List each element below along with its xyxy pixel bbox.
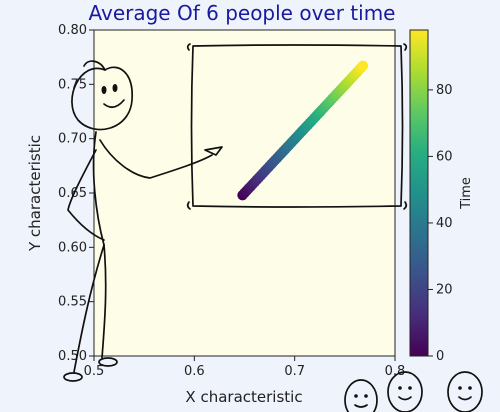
y-tick-label: 0.80 (58, 23, 87, 38)
inset-bracket-br (403, 201, 408, 210)
y-axis-ticks: 0.50 0.55 0.60 0.65 0.70 0.75 0.80 (58, 23, 94, 364)
x-axis-label: X characteristic (185, 388, 302, 406)
figure-body (92, 131, 105, 246)
y-tick-label: 0.50 (58, 349, 87, 364)
figure-eye-left (101, 86, 107, 94)
figure-head (71, 66, 133, 131)
y-tick-label: 0.55 (58, 295, 87, 310)
x-tick-label: 0.7 (284, 364, 305, 379)
colorbar-ticks: 0 20 40 60 80 (428, 83, 453, 364)
figure-leg-left (73, 244, 105, 373)
y-tick-label: 0.60 (58, 240, 87, 255)
x-tick-label: 0.6 (184, 364, 205, 379)
figure-foot-left (63, 372, 83, 382)
decorative-faces (344, 371, 483, 412)
x-tick-label: 0.8 (385, 364, 406, 379)
y-tick-label: 0.75 (58, 77, 87, 92)
y-axis-label: Y characteristic (26, 135, 44, 252)
inset-bracket-tl (186, 43, 191, 51)
face-icon (387, 371, 423, 412)
data-points (237, 60, 369, 201)
x-axis-ticks: 0.5 0.6 0.7 0.8 (84, 356, 406, 379)
y-tick-label: 0.70 (58, 132, 87, 147)
colorbar-label: Time (459, 177, 474, 210)
figure-smile (103, 99, 125, 109)
figure-arm-back (67, 149, 105, 241)
colorbar-tick-label: 60 (436, 149, 453, 164)
colorbar-tick-label: 80 (436, 83, 453, 98)
pointing-hand-icon (204, 146, 223, 156)
chart-title: Average Of 6 people over time (88, 1, 395, 25)
figure-arm-pointing (99, 139, 213, 179)
figure-eye-right (112, 84, 118, 92)
colorbar (409, 29, 429, 357)
colorbar-tick-label: 40 (436, 216, 453, 231)
scatter-point (357, 60, 369, 72)
y-tick-label: 0.65 (58, 186, 87, 201)
face-icon (344, 379, 378, 412)
x-tick-label: 0.5 (84, 364, 105, 379)
inset-frame (190, 44, 404, 208)
figure-leg-right (101, 244, 107, 359)
inset-bracket-bl (186, 201, 191, 210)
face-icon (447, 371, 483, 412)
colorbar-tick-label: 20 (436, 282, 453, 297)
stick-figure (63, 60, 223, 382)
colorbar-tick-label: 0 (436, 349, 444, 364)
figure-foot-right (98, 357, 118, 367)
figure-hair (83, 60, 106, 71)
inset-bracket-tr (403, 43, 408, 51)
